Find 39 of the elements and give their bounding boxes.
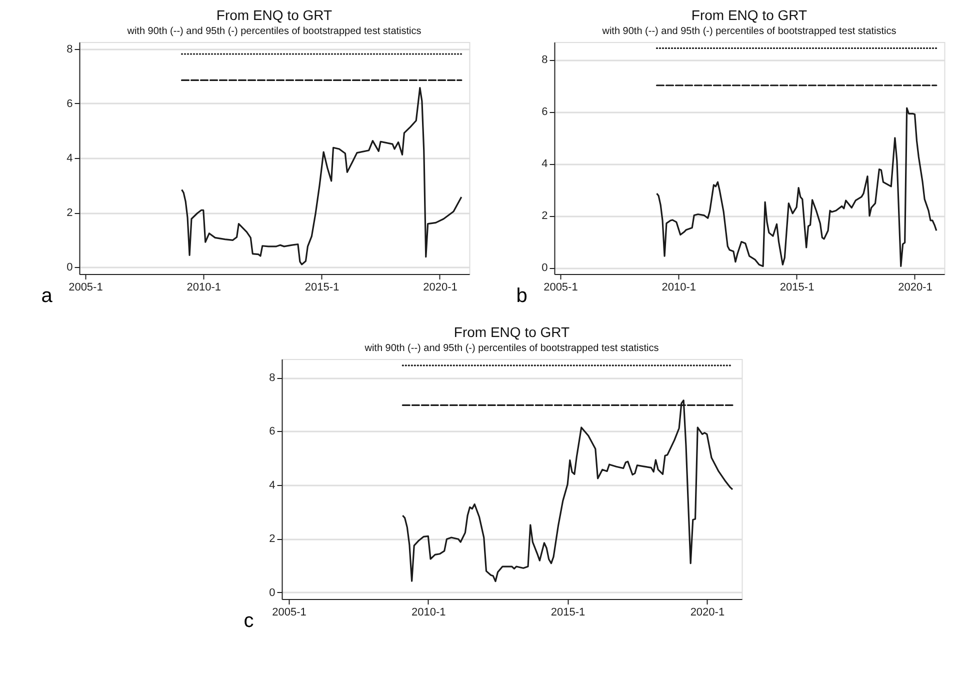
x-tick-label: 2020-1 [423,282,458,294]
x-tick-label: 2005-1 [544,282,578,294]
chart-subtitle: with 90th (--) and 95th (-) percentiles of bootstrapped test statistics [601,26,896,37]
x-tick-label: 2010-1 [662,282,696,294]
y-tick-label: 6 [542,106,548,118]
x-tick-label: 2015-1 [550,606,586,618]
line-series [402,400,734,582]
text: b [516,285,528,307]
chart-subtitle: with 90th (--) and 95th (-) percentiles of bootstrapped test statistics [364,343,659,354]
line-series [656,107,938,268]
line-series [180,87,462,266]
y-tick-label: 4 [542,158,548,170]
text: a [41,285,54,307]
y-tick-label: 6 [269,426,276,438]
x-tick-label: 2020-1 [690,606,725,618]
chart-subtitle: with 90th (--) and 95th (-) percentiles of bootstrapped test statistics [126,26,422,37]
text: c [244,610,254,632]
y-tick-label: 2 [542,210,548,222]
y-tick-label: 8 [66,43,73,56]
y-tick-label: 4 [66,152,73,164]
y-tick-label: 8 [542,54,548,66]
x-tick-label: 2015-1 [304,282,340,294]
x-tick-label: 2010-1 [186,282,222,294]
y-tick-label: 0 [66,262,73,274]
x-tick-label: 2015-1 [780,282,814,294]
x-tick-label: 2010-1 [412,606,446,618]
y-tick-label: 2 [66,207,73,220]
y-tick-label: 4 [269,479,276,492]
y-tick-label: 0 [542,262,548,274]
chart-title: From ENQ to GRT [216,7,333,23]
x-tick-label: 2020-1 [898,282,932,294]
x-tick-label: 2005-1 [272,606,306,618]
chart-title: From ENQ to GRT [454,324,570,340]
y-tick-label: 0 [269,586,276,599]
y-tick-label: 6 [66,98,73,110]
chart-title: From ENQ to GRT [691,7,808,23]
y-tick-label: 8 [269,372,276,384]
x-tick-label: 2005-1 [68,282,103,294]
y-tick-label: 2 [269,533,276,546]
